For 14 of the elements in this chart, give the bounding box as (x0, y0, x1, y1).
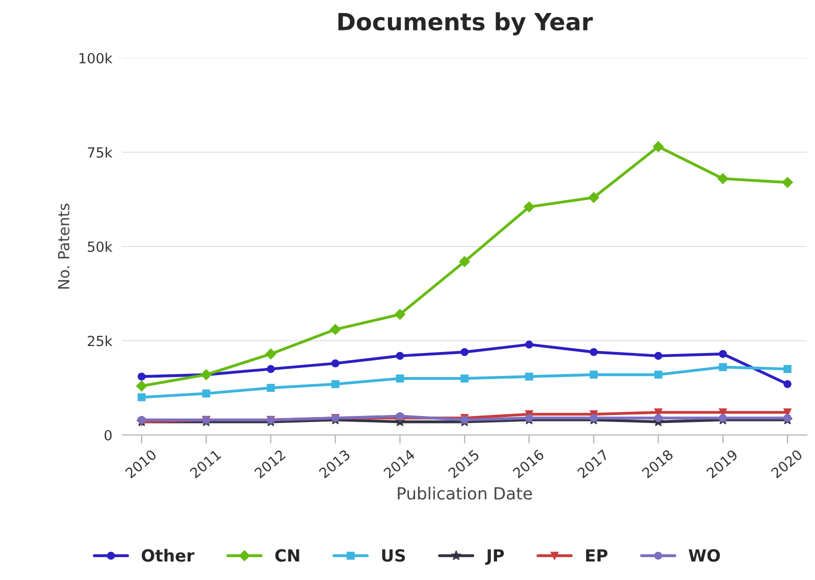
y-tick-label: 75k (88, 146, 112, 158)
x-axis-title: Publication Date (398, 486, 532, 500)
legend-label: WO (688, 549, 720, 562)
chart-title: Documents by Year (338, 12, 593, 36)
legend-label: CN (275, 549, 300, 562)
y-tick-label: 0 (104, 430, 112, 440)
y-tick-label: 25k (88, 335, 112, 346)
legend-label: JP (485, 549, 504, 565)
legend-label: US (382, 549, 405, 562)
y-tick-label: 50k (88, 241, 112, 252)
y-tick-label: 100k (80, 52, 112, 64)
y-axis-title: No. Patents (58, 204, 70, 289)
legend-label: Other (142, 548, 194, 562)
legend-label: EP (586, 549, 608, 562)
